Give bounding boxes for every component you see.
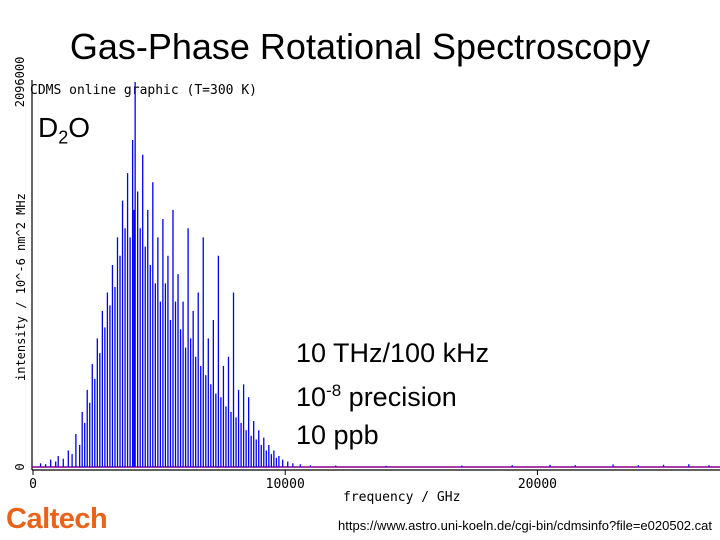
note-line-1: 10 THz/100 kHz	[296, 338, 490, 368]
x-tick-label: 10000	[266, 477, 305, 492]
molecule-subscript: 2	[58, 127, 69, 148]
y-axis-label: intensity / 10^-6 nm^2 MHz	[14, 193, 28, 381]
x-tick-label: 0	[29, 477, 37, 492]
note-line-2-tail: precision	[341, 382, 457, 412]
note-line-3: 10 ppb	[296, 420, 379, 450]
x-ticks: 0 10000 20000	[29, 470, 557, 492]
molecule-base: D	[38, 112, 59, 143]
molecule-tail: O	[68, 112, 91, 143]
caltech-logo: Caltech	[6, 503, 108, 535]
y-tick-label: 2096000	[13, 57, 27, 108]
note-line-2: 10-8 precision	[296, 372, 489, 416]
y-tick-label: 0	[13, 463, 27, 470]
y-ticks: 0 2096000	[13, 57, 27, 471]
note-line-2-base: 10	[296, 382, 327, 412]
note-line-2-exp: -8	[326, 381, 342, 400]
slide-title: Gas-Phase Rotational Spectroscopy	[69, 26, 651, 67]
precision-note: 10 THz/100 kHz 10-8 precision 10 ppb	[296, 334, 489, 454]
x-axis-label: frequency / GHz	[343, 490, 460, 505]
x-tick-label: 20000	[518, 477, 557, 492]
source-url[interactable]: https://www.astro.uni-koeln.de/cgi-bin/c…	[338, 518, 712, 533]
molecule-label: D2O	[38, 112, 90, 149]
spectral-lines	[39, 82, 710, 467]
chart-title: CDMS online graphic (T=300 K)	[30, 83, 257, 98]
